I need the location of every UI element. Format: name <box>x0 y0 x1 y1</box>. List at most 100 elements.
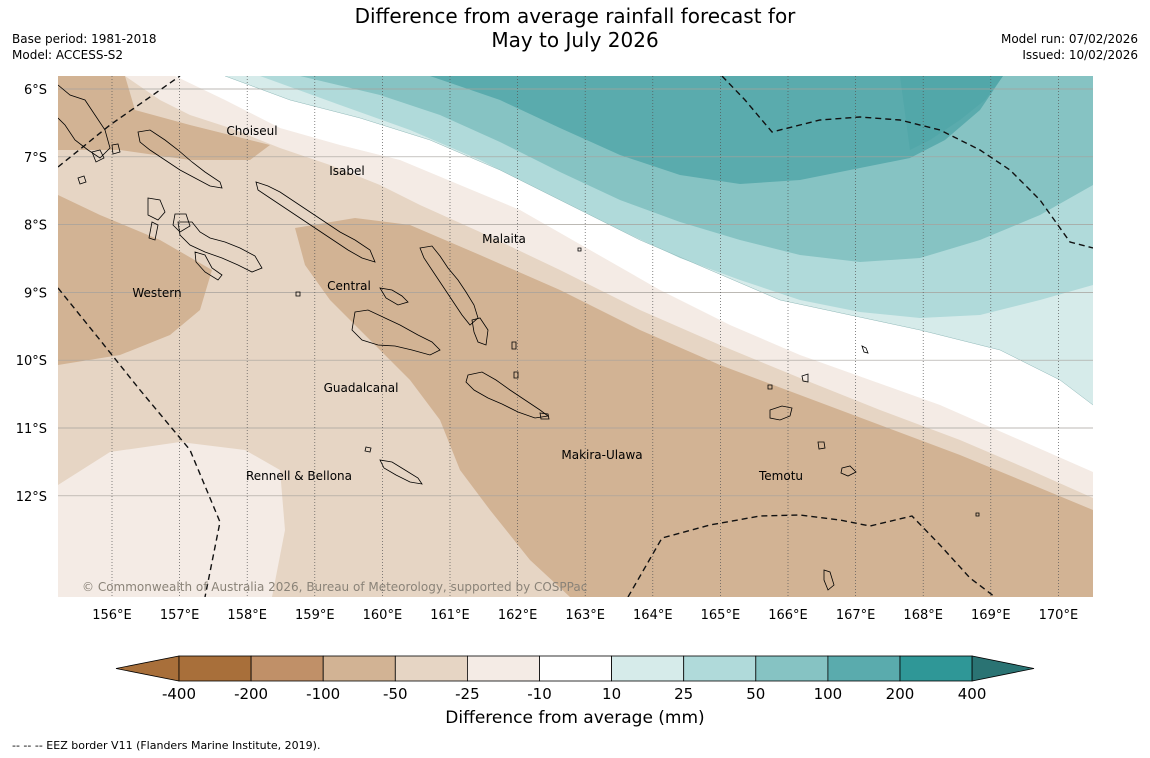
region-label-western: Western <box>132 286 181 300</box>
latitude-labels: 6°S 7°S 8°S 9°S 10°S 11°S 12°S <box>16 83 47 505</box>
colorbar: -400 -200 -100 -50 -25 -10 10 25 50 100 200 400 <box>115 655 1035 703</box>
colorbar-segment <box>466 655 540 682</box>
rennell-coast <box>379 459 423 485</box>
latitude-label: 9°S <box>24 286 47 301</box>
longitude-label: 167°E <box>836 608 876 623</box>
ulawa-coast <box>513 371 519 379</box>
title-line-2: May to July 2026 <box>491 28 659 52</box>
region-label-isabel: Isabel <box>329 164 364 178</box>
fauro-coast <box>111 143 121 155</box>
colorbar-tick-label: -50 <box>383 685 408 703</box>
longitude-label: 166°E <box>768 608 808 623</box>
colorbar-extend-low <box>115 655 180 682</box>
latitude-label: 11°S <box>16 422 47 437</box>
sikaiana-coast <box>511 341 517 350</box>
colorbar-label: Difference from average (mm) <box>445 708 705 728</box>
vella-lavella-coast <box>147 197 166 221</box>
rainfall-map: Choiseul Isabel Malaita Western Central … <box>16 76 1093 623</box>
eez-footnote: -- -- -- EEZ border V11 (Flanders Marine… <box>12 739 321 752</box>
tinakula-coast <box>817 441 826 450</box>
band-minus-100-north <box>58 76 270 160</box>
eez-border-west <box>58 287 221 597</box>
latitude-label: 10°S <box>16 354 47 369</box>
colorbar-tick-labels: -400 -200 -100 -50 -25 -10 10 25 50 100 200 400 <box>162 685 986 703</box>
meta-left: Base period: 1981-2018 Model: ACCESS-S2 <box>12 31 157 63</box>
small-malaita-coast <box>471 317 489 346</box>
colorbar-segment <box>827 655 901 682</box>
colorbar-segment <box>899 655 973 682</box>
colorbar-tick-label: 25 <box>674 685 693 703</box>
makira-coast <box>465 371 550 419</box>
colorbar-segment <box>178 655 252 682</box>
bellona-coast <box>364 446 372 453</box>
issued-date: Issued: 10/02/2026 <box>1022 48 1138 62</box>
latitude-label: 12°S <box>16 490 47 505</box>
longitude-label: 157°E <box>160 608 200 623</box>
region-label-rennell-bellona: Rennell & Bellona <box>246 469 352 483</box>
band-minus-100 <box>58 195 212 365</box>
latitude-label: 6°S <box>24 83 47 98</box>
meta-right: Model run: 07/02/2026 Issued: 10/02/2026 <box>1001 31 1138 63</box>
kolombangara-coast <box>172 213 191 233</box>
model-name: Model: ACCESS-S2 <box>12 48 124 62</box>
map-title: Difference from average rainfall forecas… <box>0 4 1150 52</box>
latitude-label: 8°S <box>24 219 47 234</box>
russell-islands-coast <box>295 291 301 297</box>
new-georgia-coast <box>177 221 263 273</box>
copyright-notice: © Commonwealth of Australia 2026, Bureau… <box>82 580 588 594</box>
vanikoro-coast <box>840 465 857 477</box>
longitude-label: 170°E <box>1039 608 1079 623</box>
band-minus-100-east <box>295 218 1093 597</box>
matema-coast <box>767 384 773 390</box>
shortland-islands-coast <box>91 149 105 163</box>
eez-border-north <box>58 76 181 168</box>
region-label-central: Central <box>327 279 371 293</box>
longitude-label: 164°E <box>633 608 673 623</box>
treasury-islands-coast <box>77 175 87 185</box>
bougainville-coast <box>58 84 111 159</box>
longitude-label: 168°E <box>903 608 943 623</box>
title-line-1: Difference from average rainfall forecas… <box>354 4 796 28</box>
colorbar-segment <box>250 655 324 682</box>
choiseul-coast <box>137 129 223 189</box>
longitude-label: 169°E <box>971 608 1011 623</box>
colorbar-segment <box>683 655 757 682</box>
florida-islands-coast <box>379 287 409 306</box>
longitude-label: 161°E <box>430 608 470 623</box>
band-plus-200 <box>900 76 1003 150</box>
colorbar-tick-label: 10 <box>602 685 621 703</box>
colorbar-segment <box>539 655 612 682</box>
longitude-label: 162°E <box>498 608 538 623</box>
ndeni-coast <box>769 405 793 421</box>
coastlines <box>58 84 980 591</box>
gridlines <box>58 76 1093 597</box>
duff-islands-coast <box>861 345 869 354</box>
region-label-choiseul: Choiseul <box>226 124 277 138</box>
eez-borders <box>58 76 1093 597</box>
colorbar-tick-label: 50 <box>746 685 765 703</box>
region-label-temotu: Temotu <box>758 469 803 483</box>
region-labels: Choiseul Isabel Malaita Western Central … <box>132 124 803 483</box>
colorbar-segment <box>755 655 829 682</box>
longitude-label: 158°E <box>227 608 267 623</box>
colorbar-segment <box>611 655 685 682</box>
latitude-label: 7°S <box>24 151 47 166</box>
longitude-label: 156°E <box>92 608 132 623</box>
colorbar-segments <box>115 655 1035 682</box>
longitude-labels: 156°E 157°E 158°E 159°E 160°E 161°E 162°E 163°E… <box>92 608 1078 623</box>
colorbar-tick-label: -100 <box>306 685 340 703</box>
tikopia-coast <box>823 569 835 591</box>
colorbar-tick-label: -200 <box>234 685 268 703</box>
colorbar-segment <box>322 655 396 682</box>
colorbar-tick-label: -25 <box>455 685 480 703</box>
model-run: Model run: 07/02/2026 <box>1000 32 1138 46</box>
isabel-coast <box>255 181 376 263</box>
guadalcanal-coast <box>351 309 441 356</box>
longitude-label: 163°E <box>565 608 605 623</box>
rendova-coast <box>194 251 223 281</box>
santa-ana-coast <box>539 412 550 420</box>
contour-line <box>224 76 1093 406</box>
region-label-guadalcanal: Guadalcanal <box>324 381 399 395</box>
colorbar-segment <box>394 655 468 682</box>
ranongga-coast <box>148 221 159 241</box>
